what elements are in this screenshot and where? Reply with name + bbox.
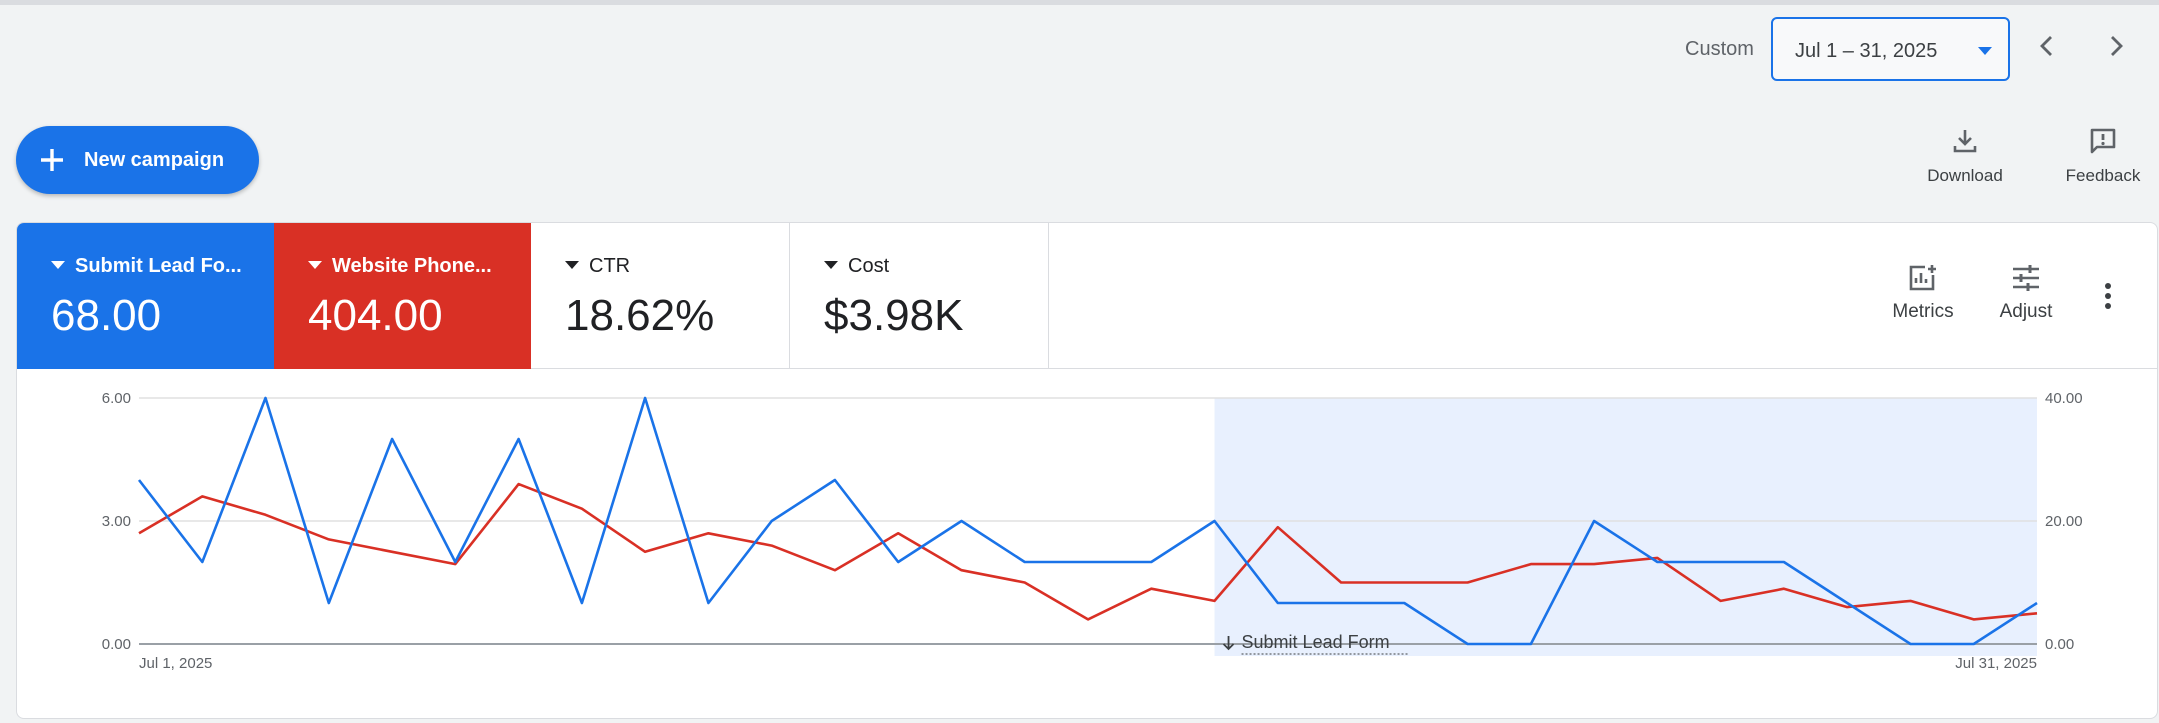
metrics-button[interactable]: Metrics [1877,263,1969,323]
performance-line-chart: 0.00 3.00 6.00 0.00 20.00 40.00 Submit Lead F… [102,390,2083,672]
annotation-marker[interactable]: Submit Lead Form [1222,632,1408,655]
feedback-icon [2090,128,2116,154]
metric-value: 68.00 [51,291,162,340]
new-campaign-button[interactable]: New campaign [16,126,259,194]
series-line-website-phone [138,482,2038,621]
download-icon [1953,130,1977,153]
date-range-type-label: Custom [1685,38,1754,60]
y-right-tick-label: 20.00 [2045,513,2083,530]
adjust-button[interactable]: Adjust [1983,263,2069,323]
metric-tile-ctr[interactable]: CTR 18.62% [531,223,790,369]
dropdown-arrow-icon [565,261,579,269]
date-range-value: Jul 1 – 31, 2025 [1795,40,1938,62]
dropdown-arrow-icon [51,261,65,269]
new-campaign-label: New campaign [84,149,225,171]
selected-period-highlight [1214,398,2037,656]
metric-name: Submit Lead Fo... [75,255,242,277]
download-button[interactable]: Download [1918,126,2012,186]
top-divider [0,0,2159,5]
plus-icon [41,149,63,171]
metric-value: $3.98K [824,291,964,340]
y-left-tick-label: 0.00 [102,636,131,653]
x-tick-label-start: Jul 1, 2025 [139,655,212,672]
metric-name: CTR [589,255,631,277]
date-range-select[interactable]: Jul 1 – 31, 2025 [1771,17,2010,81]
x-tick-label-end: Jul 31, 2025 [1955,655,2037,672]
metric-tile-cost[interactable]: Cost $3.98K [790,223,1049,369]
next-period-button[interactable] [2098,28,2134,64]
chevron-left-icon [2040,36,2052,56]
metric-value: 18.62% [565,291,715,340]
chevron-right-icon [2111,36,2123,56]
y-right-tick-label: 40.00 [2045,390,2083,407]
tune-icon [2013,265,2039,291]
series-line-submit-lead-form [137,396,2038,646]
metrics-label: Metrics [1892,301,1954,322]
feedback-label: Feedback [2065,166,2141,185]
y-right-tick-label: 0.00 [2045,636,2074,653]
y-left-tick-label: 6.00 [102,390,131,407]
y-left-tick-label: 3.00 [102,513,131,530]
metric-name: Cost [848,255,890,277]
metric-tile-website-phone[interactable]: Website Phone... 404.00 [274,223,531,369]
more-vert-icon [2105,283,2111,309]
download-label: Download [1927,166,2003,185]
more-options-button[interactable] [2103,281,2113,311]
metric-name: Website Phone... [332,255,492,277]
dropdown-arrow-icon [824,261,838,269]
dropdown-arrow-icon [308,261,322,269]
metric-value: 404.00 [308,291,443,340]
metric-tile-submit-lead-form[interactable]: Submit Lead Fo... 68.00 [17,223,274,369]
performance-card: Submit Lead Fo... 68.00 Website Phone...… [16,222,2158,719]
add-chart-icon [1909,265,1936,291]
feedback-button[interactable]: Feedback [2055,126,2151,186]
dropdown-arrow-icon [1978,47,1992,55]
previous-period-button[interactable] [2029,28,2065,64]
annotation-label: Submit Lead Form [1242,632,1390,652]
adjust-label: Adjust [1999,301,2053,322]
metric-tiles-spacer [1049,223,2157,369]
arrow-down-icon [1222,636,1235,651]
